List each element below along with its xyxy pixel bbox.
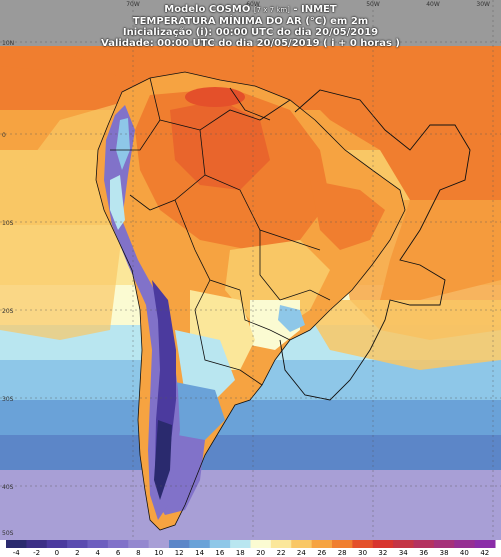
colorbar-swatch — [107, 540, 129, 548]
lat-tick-0: 0 — [2, 132, 6, 139]
colorbar-label: 34 — [398, 549, 408, 557]
colorbar-label: 42 — [480, 549, 490, 557]
colorbar-swatch — [474, 540, 496, 548]
colorbar-swatches — [6, 540, 496, 548]
colorbar-swatch — [148, 540, 170, 548]
header-title-line: Modelo COSMO [7 x 7 km] - INMET — [0, 0, 501, 16]
colorbar-swatch — [413, 540, 435, 548]
colorbar-swatch — [372, 540, 394, 548]
colorbar-swatch — [189, 540, 211, 548]
colorbar-swatch — [250, 540, 272, 548]
colorbar-swatch — [454, 540, 476, 548]
colorbar-swatch — [209, 540, 231, 548]
colorbar-label: 22 — [276, 549, 286, 557]
band-blue — [0, 400, 501, 440]
lon-tick-50w: 50W — [366, 1, 380, 8]
colorbar-label: 18 — [235, 549, 245, 557]
colorbar-label: 16 — [215, 549, 225, 557]
lat-tick-20s: 20S — [2, 308, 14, 315]
colorbar-swatch — [433, 540, 455, 548]
band-blue-dark — [0, 435, 501, 475]
init-time: Inicialização (i): 00:00 UTC do dia 20/0… — [122, 27, 379, 38]
lat-tick-10n: 10N — [2, 40, 14, 47]
colorbar-label: 2 — [75, 549, 80, 557]
colorbar-label: 14 — [195, 549, 205, 557]
colorbar-label: 10 — [154, 549, 164, 557]
colorbar-label: -2 — [33, 549, 41, 557]
valid-time: Validade: 00:00 UTC do dia 20/05/2019 ( … — [101, 38, 400, 49]
colorbar-swatch — [169, 540, 190, 548]
colorbar-legend: -4 -2 0 2 4 6 8 10 12 14 16 18 20 22 24 26 28 30 32 34 36 38 4… — [0, 540, 501, 557]
colorbar-label: 4 — [95, 549, 100, 557]
variable-title: TEMPERATURA MÍNIMA DO AR (°C) em 2m — [132, 16, 369, 27]
colorbar-label: 6 — [115, 549, 121, 557]
colorbar-label: -4 — [12, 549, 20, 557]
colorbar-label: 32 — [378, 549, 388, 557]
colorbar-swatch — [332, 540, 353, 548]
map-header: Modelo COSMO [7 x 7 km] - INMET TEMPERAT… — [0, 0, 501, 50]
colorbar-label: 26 — [317, 549, 327, 557]
model-resolution: [7 x 7 km] — [253, 6, 290, 14]
colorbar-label: 20 — [256, 549, 266, 557]
colorbar-label: 24 — [296, 549, 306, 557]
lat-tick-10s: 10S — [2, 220, 14, 227]
colorbar-label: 36 — [419, 549, 429, 557]
colorbar-label: 8 — [136, 549, 141, 557]
lon-tick-labels: 70W 60W 50W 40W 30W — [126, 1, 490, 8]
band-lavender — [0, 470, 501, 540]
colorbar-label: 28 — [337, 549, 347, 557]
lat-tick-50s: 50S — [2, 530, 14, 537]
colorbar-swatch — [270, 540, 292, 548]
colorbar-swatch — [230, 540, 252, 548]
lat-tick-30s: 30S — [2, 396, 14, 403]
colorbar-swatch — [128, 540, 150, 548]
colorbar-swatch — [352, 540, 374, 548]
colorbar-swatch — [393, 540, 415, 548]
colorbar-label: 40 — [459, 549, 469, 557]
colorbar-label: 30 — [358, 549, 368, 557]
colorbar-swatch — [291, 540, 313, 548]
colorbar-label: 38 — [439, 549, 449, 557]
model-name: Modelo COSMO — [164, 4, 251, 15]
temperature-map: 70W 60W 50W 40W 30W 10N 0 10S 20S 30S 40… — [0, 0, 501, 540]
institute-name: - INMET — [293, 4, 337, 15]
colorbar-swatch — [67, 540, 89, 548]
lon-tick-30w: 30W — [476, 1, 490, 8]
colorbar-swatch — [46, 540, 68, 548]
colorbar-label: 12 — [174, 549, 184, 557]
lat-tick-labels: 10N 0 10S 20S 30S 40S 50S — [2, 40, 14, 537]
colorbar-swatch — [6, 540, 27, 548]
colorbar-label: 0 — [54, 549, 60, 557]
lon-tick-40w: 40W — [426, 1, 440, 8]
colorbar-swatch — [87, 540, 109, 548]
colorbar-swatch — [311, 540, 333, 548]
lon-tick-70w: 70W — [126, 1, 140, 8]
lon-tick-60w: 60W — [246, 1, 260, 8]
lat-tick-40s: 40S — [2, 484, 14, 491]
colorbar-swatch — [26, 540, 48, 548]
